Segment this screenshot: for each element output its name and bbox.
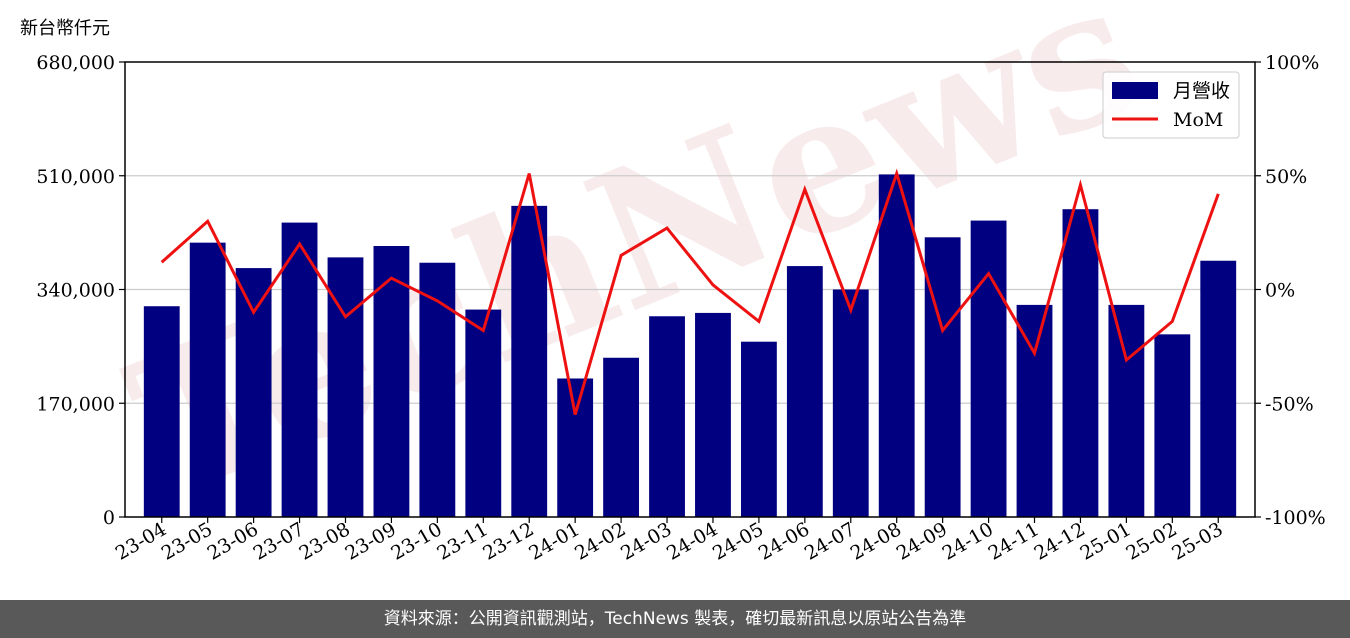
x-tick-label: 24-10 [939,518,997,564]
revenue-bar [603,357,640,517]
legend-label-mom: MoM [1173,109,1223,131]
revenue-bar [557,378,594,517]
revenue-bar [189,242,226,518]
left-tick-label: 680,000 [36,52,115,74]
x-tick-label: 24-05 [709,518,767,564]
revenue-bar [786,266,823,517]
y-axis-unit-label: 新台幣仟元 [20,18,110,39]
left-tick-label: 0 [103,507,115,529]
revenue-bar [419,262,456,517]
revenue-bar [1154,334,1191,517]
x-tick-label: 23-04 [112,518,170,564]
x-tick-label: 23-12 [479,518,537,564]
x-tick-label: 24-11 [985,518,1043,564]
revenue-bar [1016,304,1053,517]
revenue-bar [373,246,410,517]
legend-swatch-revenue [1112,82,1158,99]
revenue-bar [511,205,548,517]
revenue-bar [740,341,777,517]
left-tick-label: 510,000 [36,166,115,188]
right-tick-label: 100% [1265,52,1319,74]
x-tick-label: 24-08 [847,518,905,564]
x-tick-label: 24-02 [571,518,629,564]
mom-line [160,168,1220,416]
x-tick-label: 23-08 [296,518,354,564]
revenue-bar [327,257,364,517]
revenue-bar [924,237,961,517]
source-footer: 資料來源：公開資訊觀測站，TechNews 製表，確切最新訊息以原站公告為準 [0,600,1350,638]
legend-label-revenue: 月營收 [1173,80,1230,102]
x-tick-label: 24-03 [617,518,675,564]
revenue-bar [1062,209,1099,518]
left-tick-label: 340,000 [36,280,115,302]
revenue-bar [695,312,731,517]
revenue-bar [832,289,869,517]
right-tick-label: -50% [1265,393,1314,415]
x-tick-label: 24-07 [801,518,859,564]
x-tick-label: 24-06 [755,518,813,564]
x-tick-label: 24-01 [525,518,583,564]
revenue-bar [143,306,180,517]
x-tick-label: 24-12 [1031,518,1089,564]
x-tick-label: 23-11 [433,518,491,564]
x-tick-label: 23-07 [250,518,308,564]
revenue-bar [281,222,318,517]
x-tick-label: 24-04 [663,518,721,564]
right-tick-label: 50% [1265,166,1307,188]
x-tick-label: 24-09 [893,518,951,564]
right-tick-label: 0% [1265,280,1295,302]
x-tick-label: 25-01 [1076,518,1134,564]
right-tick-label: -100% [1265,507,1326,529]
x-tick-label: 25-02 [1122,518,1180,564]
revenue-bar [1108,304,1145,517]
left-tick-label: 170,000 [36,393,115,415]
x-tick-label: 23-09 [341,518,399,564]
revenue-bar [1200,260,1237,517]
revenue-bar [970,220,1007,518]
x-tick-label: 25-03 [1168,518,1226,564]
revenue-chart: TechNews 0170,000340,000510,000680,000-1… [36,0,1326,565]
revenue-bar [649,316,685,517]
revenue-bar [465,309,502,517]
revenue-bar [878,174,915,518]
x-tick-label: 23-10 [387,518,445,564]
revenue-bar [235,268,272,517]
